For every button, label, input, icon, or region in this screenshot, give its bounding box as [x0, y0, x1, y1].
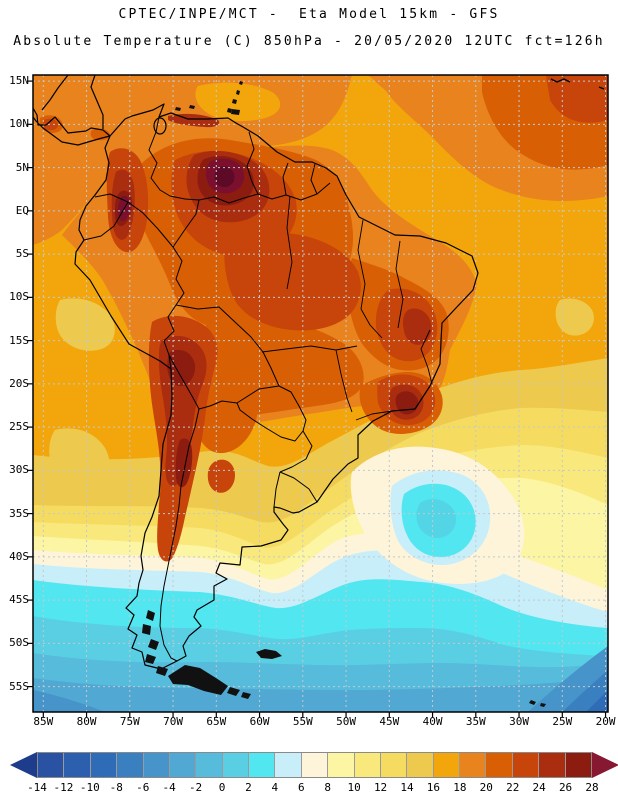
colorbar-segment [221, 753, 248, 777]
lon-tick-label: 75W [119, 715, 140, 728]
colorbar-tick-label: -6 [136, 781, 150, 794]
lat-tick-label: 30S [9, 463, 29, 477]
colorbar-tick-label: 22 [506, 781, 520, 794]
map-frame [32, 74, 609, 713]
lat-tick-label: 45S [9, 593, 29, 607]
colorbar-tick-label: 4 [271, 781, 279, 794]
colorbar-tick-label: 16 [426, 781, 441, 794]
map-title-field: Absolute Temperature (C) 850hPa - 20/05/… [13, 34, 605, 49]
lat-tick-label: 15S [9, 333, 29, 347]
lon-tick-label: 55W [292, 715, 313, 728]
nicaragua-coast [90, 75, 104, 129]
lon-tick-label: 40W [422, 715, 443, 728]
colorbar-segment [406, 753, 433, 777]
country-borders [83, 116, 331, 662]
brazil-state-borders [261, 195, 433, 421]
colorbar-segment [274, 753, 301, 777]
tierra-del-fuego [168, 665, 228, 695]
trinidad [231, 109, 240, 115]
lesser-antilles [227, 108, 232, 113]
lon-tick-label: 45W [379, 715, 400, 728]
lon-tick-label: 70W [163, 715, 183, 728]
lat-tick-label: 40S [9, 549, 29, 563]
lon-tick-label: 25W [552, 715, 573, 728]
lon-tick-label: 60W [249, 715, 270, 728]
colorbar-tick-label: -10 [79, 781, 100, 794]
colorbar-tick-label: 10 [347, 781, 361, 794]
colorbar-segment [564, 753, 591, 777]
colorbar [37, 752, 592, 778]
colorbar-segment [38, 753, 64, 777]
colorbar-tick-label: -4 [162, 781, 176, 794]
colorbar-segment [353, 753, 380, 777]
colorbar-segment [459, 753, 486, 777]
lat-tick-label: 25S [9, 420, 29, 434]
lon-tick-label: 20W [595, 715, 616, 728]
coastlines-and-borders [33, 75, 605, 707]
colorbar-over-arrow [592, 752, 618, 778]
colorbar-tick-label: -12 [53, 781, 74, 794]
lat-tick-label: 50S [9, 636, 29, 650]
lat-tick-label: 35S [9, 506, 29, 520]
colorbar-segment [248, 753, 275, 777]
lon-tick-label: 30W [509, 715, 529, 728]
honduras-coast [41, 75, 69, 111]
lon-tick-label: 80W [76, 715, 97, 728]
colorbar-tick-label: 28 [585, 781, 599, 794]
lon-tick-label: 65W [206, 715, 227, 728]
colorbar-segment [538, 753, 565, 777]
lon-tick-label: 85W [33, 715, 54, 728]
lake-maracaibo [153, 117, 167, 135]
colorbar-segment [432, 753, 459, 777]
colorbar-segment [89, 753, 117, 777]
lon-tick-label: 35W [465, 715, 486, 728]
lon-tick-label: 50W [336, 715, 356, 728]
lat-tick-label: 20S [9, 376, 29, 390]
colorbar-tick-label: -2 [188, 781, 203, 794]
colorbar-segment [116, 753, 143, 777]
lat-tick-label: 55S [9, 679, 29, 693]
colorbar-tick-label: 0 [218, 781, 226, 794]
lat-tick-label: 10S [9, 290, 29, 304]
colorbar-tick-label: -14 [27, 781, 47, 794]
colorbar-tick-label: 8 [324, 781, 332, 794]
colorbar-segment [63, 753, 90, 777]
lat-tick-label: 15N [9, 74, 29, 88]
colorbar-tick-label: 14 [400, 781, 414, 794]
colorbar-segment [142, 753, 169, 777]
colorbar-segment [379, 753, 407, 777]
lat-tick-label: EQ [15, 203, 29, 217]
temperature-field [33, 75, 608, 712]
south-america-coastline [74, 103, 479, 670]
graticule [33, 75, 608, 712]
map-title-model: CPTEC/INPE/MCT - Eta Model 15km - GFS [118, 7, 500, 22]
axis-ticks [27, 80, 607, 717]
colorbar-under-arrow [10, 752, 37, 778]
colorbar-segment [485, 753, 512, 777]
colorbar-segment [168, 753, 196, 777]
colorbar-segment [327, 753, 354, 777]
lat-tick-label: 10N [9, 117, 29, 131]
colorbar-segment [195, 753, 222, 777]
obs-marks [550, 78, 605, 90]
colorbar-tick-label: 20 [479, 781, 493, 794]
colorbar-tick-label: 24 [532, 781, 546, 794]
lat-tick-label: 5N [15, 160, 29, 174]
central-america-coastline [33, 107, 111, 146]
falkland-islands [256, 649, 282, 659]
colorbar-tick-label: 6 [297, 781, 305, 794]
colorbar-tick-label: 18 [453, 781, 467, 794]
colorbar-segment [300, 753, 328, 777]
colorbar-segment [511, 753, 539, 777]
lat-tick-label: 5S [15, 247, 29, 261]
colorbar-tick-label: 12 [373, 781, 388, 794]
colorbar-tick-label: 2 [245, 781, 252, 794]
colorbar-tick-label: -8 [109, 781, 123, 794]
islands-and-archipelagos [142, 81, 546, 707]
colorbar-tick-label: 26 [558, 781, 573, 794]
